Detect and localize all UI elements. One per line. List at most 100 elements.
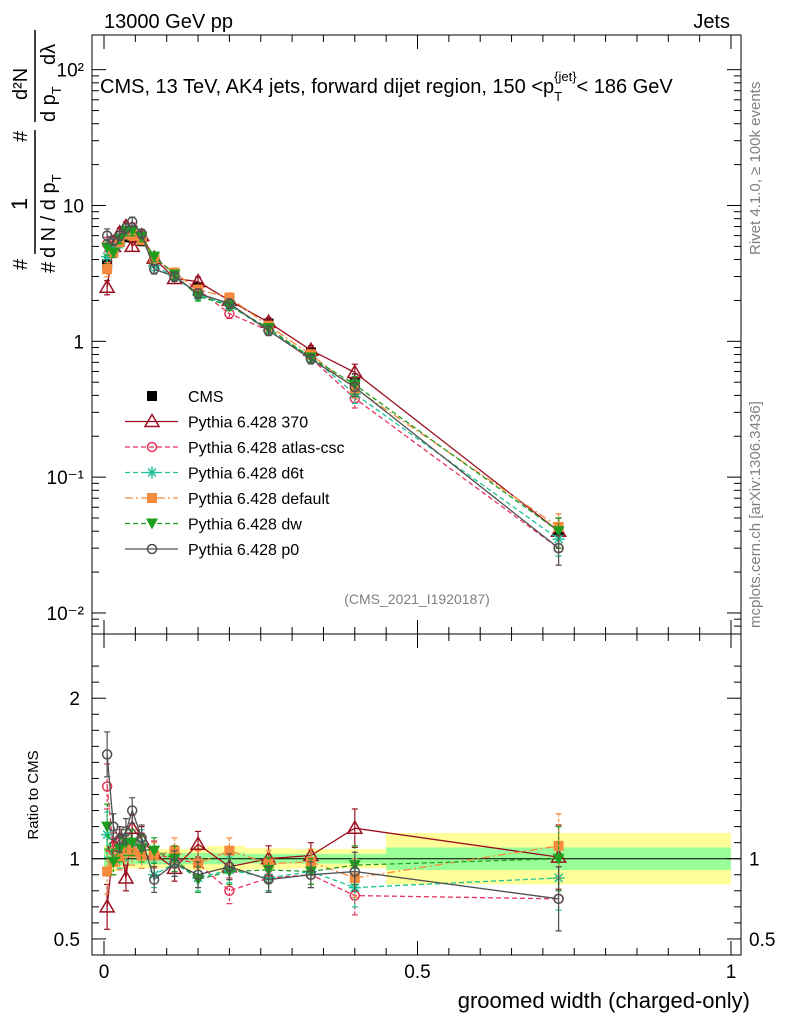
y-tick-label: 10 [63,196,84,217]
svg-text:d pT: d pT [38,86,64,122]
data-point [263,325,274,336]
data-point [224,298,235,309]
data-point [169,858,180,869]
data-point [102,866,113,877]
ratio-panel: 0 0.5 1 0.5 0.5 1 1 2 [54,633,775,983]
legend-label: Pythia 6.428 atlas-csc [188,440,345,457]
y-tick-label: 10⁻¹ [47,468,85,489]
data-point [224,885,235,897]
data-point [114,834,125,845]
legend-label: CMS [188,389,224,406]
data-point [148,845,161,857]
data-point [136,832,147,844]
legend-item-cms: CMS [147,389,224,406]
main-axes: 10⁻² 10⁻¹ 1 10 10² [47,34,742,635]
ratio-ylabel: Ratio to CMS [25,750,42,839]
main-ylabel: # 1 # d N / d pT # d²N d pT dλ [7,30,64,273]
data-point [305,353,317,365]
data-point [553,840,564,851]
legend-marker [146,518,158,530]
y-tick-label: 1 [73,332,84,353]
data-point [553,893,564,905]
ratio-y-tick-label: 0.5 [749,930,775,951]
data-point [126,837,139,849]
data-point [224,861,235,872]
legend-marker [147,391,157,401]
data-point [148,251,161,263]
x-tick-label: 0.5 [404,962,430,983]
data-point [120,826,132,837]
mcplots-label: mcplots.cern.ch [arXiv:1306.3436] [747,401,764,628]
data-point [148,874,160,885]
data-point [101,781,113,792]
main-series-pythia-6-428-p0 [101,216,564,566]
y-tick-label: 10⁻² [47,604,85,625]
ratio-frame [91,633,742,956]
data-point [349,866,361,877]
data-point [98,898,116,913]
x-axis-label: groomed width (charged-only) [458,988,750,1013]
analysis-id-label: (CMS_2021_I1920187) [344,591,490,607]
data-point [126,216,138,227]
data-point [123,237,141,253]
legend-marker [146,543,158,555]
data-point [101,242,114,254]
data-point [192,869,204,880]
data-point [189,835,207,851]
svg-text:1: 1 [7,198,32,210]
legend-label: Pythia 6.428 default [188,491,330,508]
legend: CMS Pythia 6.428 370 Pythia 6.428 atlas-cs… [125,389,345,559]
legend-label: Pythia 6.428 370 [188,415,308,432]
data-point [305,869,317,880]
main-frame [91,34,742,635]
data-point [224,845,235,856]
y-tick-label: 10² [57,61,84,82]
data-point [114,230,125,241]
energy-label: 13000 GeV pp [104,11,233,33]
legend-item-pythia-6-428-default: Pythia 6.428 default [125,491,330,508]
data-point [346,819,364,834]
series-line [106,220,559,549]
data-point [101,250,114,263]
data-point [192,288,204,299]
svg-text:d N / d pT: d N / d pT [38,174,64,258]
ratio-series-group [98,731,567,932]
data-point [98,278,116,294]
chart-title: CMS, 13 TeV, AK4 jets, forward dijet reg… [100,69,673,104]
data-point [126,805,138,816]
svg-text:#: # [10,130,32,142]
rivet-version-label: Rivet 4.1.0, ≥ 100k events [747,82,764,255]
data-point [136,228,147,239]
data-point [120,222,132,234]
data-point [169,271,180,282]
ratio-y-tick-label: 1 [69,850,80,871]
data-point [136,850,147,861]
data-point [107,856,120,868]
svg-text:dλ: dλ [38,44,60,65]
data-point [553,542,564,554]
data-point [117,869,135,884]
legend-item-pythia-6-428-dw: Pythia 6.428 dw [125,517,302,534]
legend-item-pythia-6-428-p0: Pythia 6.428 p0 [125,542,299,559]
svg-text:d²N: d²N [10,68,32,100]
data-point [552,853,565,865]
legend-label: Pythia 6.428 dw [188,517,302,534]
legend-item-pythia-6-428-d6t: Pythia 6.428 d6t [125,466,304,483]
legend-item-pythia-6-428-370: Pythia 6.428 370 [125,413,308,432]
legend-marker [146,441,158,453]
legend-marker [147,493,157,503]
legend-label: Pythia 6.428 d6t [188,466,304,483]
series-line [106,232,559,528]
main-series-group [98,216,567,566]
data-point [263,874,274,885]
legend-item-pythia-6-428-atlas-csc: Pythia 6.428 atlas-csc [125,440,345,457]
data-point [349,381,361,393]
ratio-y-tick-label: 1 [749,850,760,871]
ratio-y-tick-label: 0.5 [54,930,80,951]
data-point [101,749,113,760]
data-point [107,247,120,259]
x-tick-label: 0 [99,962,110,983]
data-point [120,844,131,855]
data-point [552,526,565,538]
